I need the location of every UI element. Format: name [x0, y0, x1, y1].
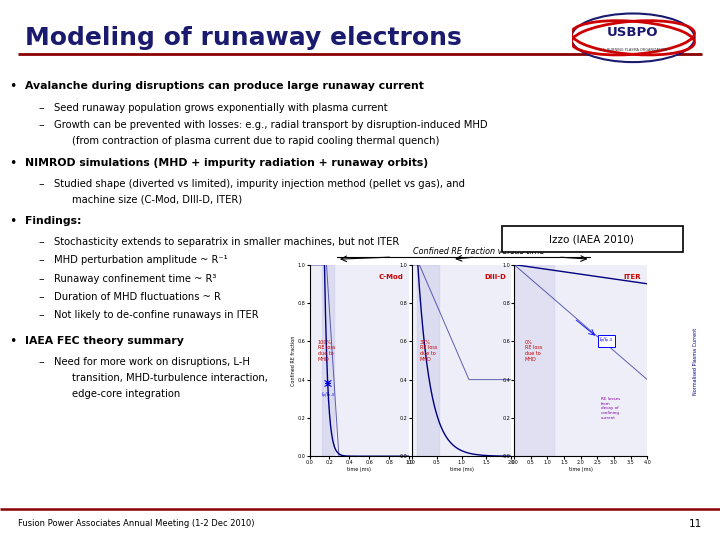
Text: Izzo (IAEA 2010): Izzo (IAEA 2010)	[549, 234, 634, 244]
Text: –: –	[38, 237, 44, 247]
Text: 11: 11	[689, 519, 702, 529]
Text: $I_p/I_{p,0}$: $I_p/I_{p,0}$	[599, 336, 613, 346]
Text: USBPO: USBPO	[607, 26, 659, 39]
Text: Confined RE fraction versus time: Confined RE fraction versus time	[413, 247, 544, 256]
Text: Duration of MHD fluctuations ~ R: Duration of MHD fluctuations ~ R	[54, 292, 221, 302]
Bar	[417, 265, 439, 456]
Text: Runaway confinement time ~ R³: Runaway confinement time ~ R³	[54, 274, 217, 284]
Y-axis label: Confined RE fraction: Confined RE fraction	[292, 335, 297, 386]
Text: U.S. BURNING PLASMA ORGANIZATION: U.S. BURNING PLASMA ORGANIZATION	[599, 48, 667, 52]
Text: Avalanche during disruptions can produce large runaway current: Avalanche during disruptions can produce…	[25, 82, 424, 91]
Bar	[514, 265, 554, 456]
Text: –: –	[38, 357, 44, 367]
Text: (from contraction of plasma current due to rapid cooling thermal quench): (from contraction of plasma current due …	[72, 137, 439, 146]
Text: Not likely to de-confine runaways in ITER: Not likely to de-confine runaways in ITE…	[54, 310, 258, 320]
Text: C-Mod: C-Mod	[379, 274, 404, 280]
X-axis label: time (ms): time (ms)	[347, 467, 372, 472]
Text: •: •	[9, 157, 17, 170]
Text: –: –	[38, 120, 44, 130]
Text: NIMROD simulations (MHD + impurity radiation + runaway orbits): NIMROD simulations (MHD + impurity radia…	[25, 158, 428, 168]
Text: Findings:: Findings:	[25, 217, 81, 226]
Text: Growth can be prevented with losses: e.g., radial transport by disruption-induce: Growth can be prevented with losses: e.g…	[54, 120, 487, 130]
Text: RE losses
from
decay of
confining
current: RE losses from decay of confining curren…	[600, 397, 620, 420]
Text: ITER: ITER	[623, 274, 641, 280]
Text: Need for more work on disruptions, L-H: Need for more work on disruptions, L-H	[54, 357, 250, 367]
Text: –: –	[38, 179, 44, 188]
Ellipse shape	[571, 14, 695, 62]
X-axis label: time (ms): time (ms)	[569, 467, 593, 472]
Text: –: –	[38, 103, 44, 113]
Text: •: •	[9, 80, 17, 93]
Text: Modeling of runaway electrons: Modeling of runaway electrons	[25, 26, 462, 50]
Text: –: –	[38, 274, 44, 284]
Text: transition, MHD-turbulence interaction,: transition, MHD-turbulence interaction,	[72, 373, 268, 383]
Text: DIII-D: DIII-D	[485, 274, 506, 280]
Text: •: •	[9, 215, 17, 228]
Bar	[322, 265, 335, 456]
Text: MHD perturbation amplitude ~ R⁻¹: MHD perturbation amplitude ~ R⁻¹	[54, 255, 228, 265]
Text: Normalised Plasma Current: Normalised Plasma Current	[693, 328, 698, 395]
Text: Fusion Power Associates Annual Meeting (1-2 Dec 2010): Fusion Power Associates Annual Meeting (…	[18, 519, 254, 528]
Text: Seed runaway population grows exponentially with plasma current: Seed runaway population grows exponentia…	[54, 103, 387, 113]
Text: 32%
RE loss
due to
MHD: 32% RE loss due to MHD	[420, 340, 437, 362]
X-axis label: time (ms): time (ms)	[449, 467, 474, 472]
Text: Stochasticity extends to separatrix in smaller machines, but not ITER: Stochasticity extends to separatrix in s…	[54, 237, 400, 247]
FancyBboxPatch shape	[502, 226, 683, 252]
Text: •: •	[9, 335, 17, 348]
Text: $I_p/I_{p,0}$: $I_p/I_{p,0}$	[320, 390, 336, 401]
Text: –: –	[38, 255, 44, 265]
Text: 0%
RE loss
due to
MHD: 0% RE loss due to MHD	[525, 340, 542, 362]
Text: Studied shape (diverted vs limited), impurity injection method (pellet vs gas), : Studied shape (diverted vs limited), imp…	[54, 179, 465, 188]
Text: IAEA FEC theory summary: IAEA FEC theory summary	[25, 336, 184, 346]
Text: –: –	[38, 292, 44, 302]
Text: 100%
RE loss
due to
MHD: 100% RE loss due to MHD	[318, 340, 335, 362]
Text: machine size (C-Mod, DIII-D, ITER): machine size (C-Mod, DIII-D, ITER)	[72, 195, 242, 205]
Text: –: –	[38, 310, 44, 320]
Text: edge-core integration: edge-core integration	[72, 389, 180, 399]
